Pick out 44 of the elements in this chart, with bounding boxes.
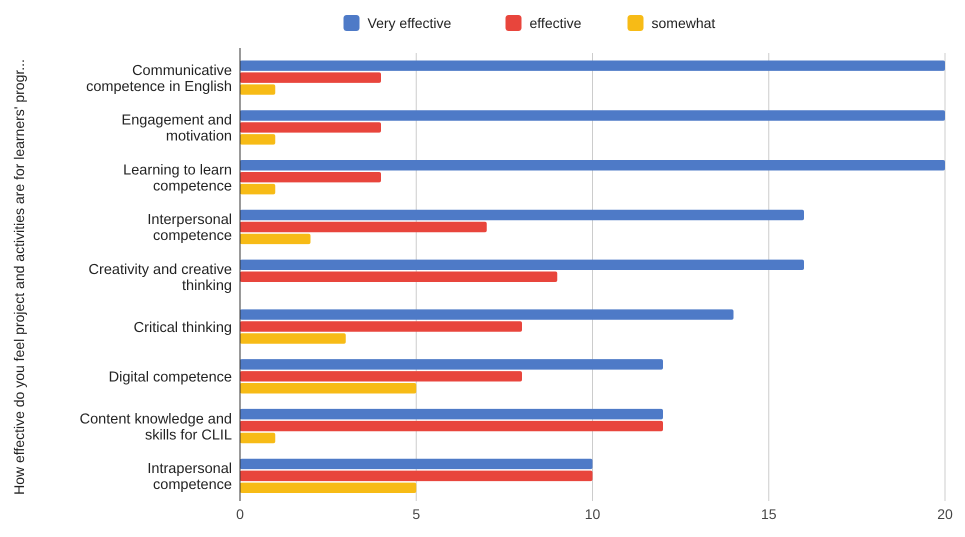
bar — [240, 321, 522, 332]
bar — [240, 470, 592, 482]
bar — [240, 432, 276, 444]
bar — [240, 172, 381, 182]
bar — [240, 420, 663, 432]
y-axis-title: How effective do you feel project and activities are for learners' progr... — [11, 59, 27, 495]
bar — [240, 72, 381, 83]
bar — [240, 122, 381, 133]
bar — [240, 333, 346, 344]
bar — [240, 134, 276, 145]
bar — [240, 210, 804, 220]
y-tick-label: Interpersonal competence — [147, 212, 232, 244]
bar — [240, 359, 663, 370]
x-tick-label: 5 — [412, 506, 420, 522]
bar — [240, 309, 734, 320]
x-tick-label: 20 — [937, 506, 953, 522]
legend-label: Very effective — [368, 15, 452, 31]
bar — [240, 60, 945, 71]
y-tick-label: Content knowledge and skills for CLIL — [80, 411, 232, 444]
bar — [240, 260, 804, 270]
x-tick-label: 10 — [584, 506, 600, 522]
bar — [240, 110, 945, 121]
y-tick-label: Communicative competence in English — [86, 62, 232, 95]
legend-label: somewhat — [652, 15, 716, 31]
bar — [240, 84, 276, 95]
y-tick-label: Engagement and motivation — [122, 112, 232, 145]
bar — [240, 383, 416, 394]
x-tick-label: 0 — [236, 506, 244, 522]
bar — [240, 184, 276, 194]
y-tick-label: Creativity and creative thinking — [88, 262, 232, 294]
y-tick-label: Digital competence — [108, 370, 232, 386]
bar — [240, 160, 945, 170]
y-tick-label: Critical thinking — [134, 320, 232, 336]
y-tick-label: Intrapersonal competence — [147, 461, 232, 494]
x-tick-label: 15 — [760, 506, 777, 522]
bar — [240, 234, 310, 244]
y-tick-label: Learning to learn competence — [123, 162, 232, 194]
bar — [240, 371, 522, 382]
bar — [240, 482, 416, 494]
bar — [240, 222, 487, 232]
bar — [240, 458, 592, 470]
bar — [240, 272, 558, 282]
legend-label: effective — [530, 15, 582, 31]
bar — [240, 408, 663, 420]
